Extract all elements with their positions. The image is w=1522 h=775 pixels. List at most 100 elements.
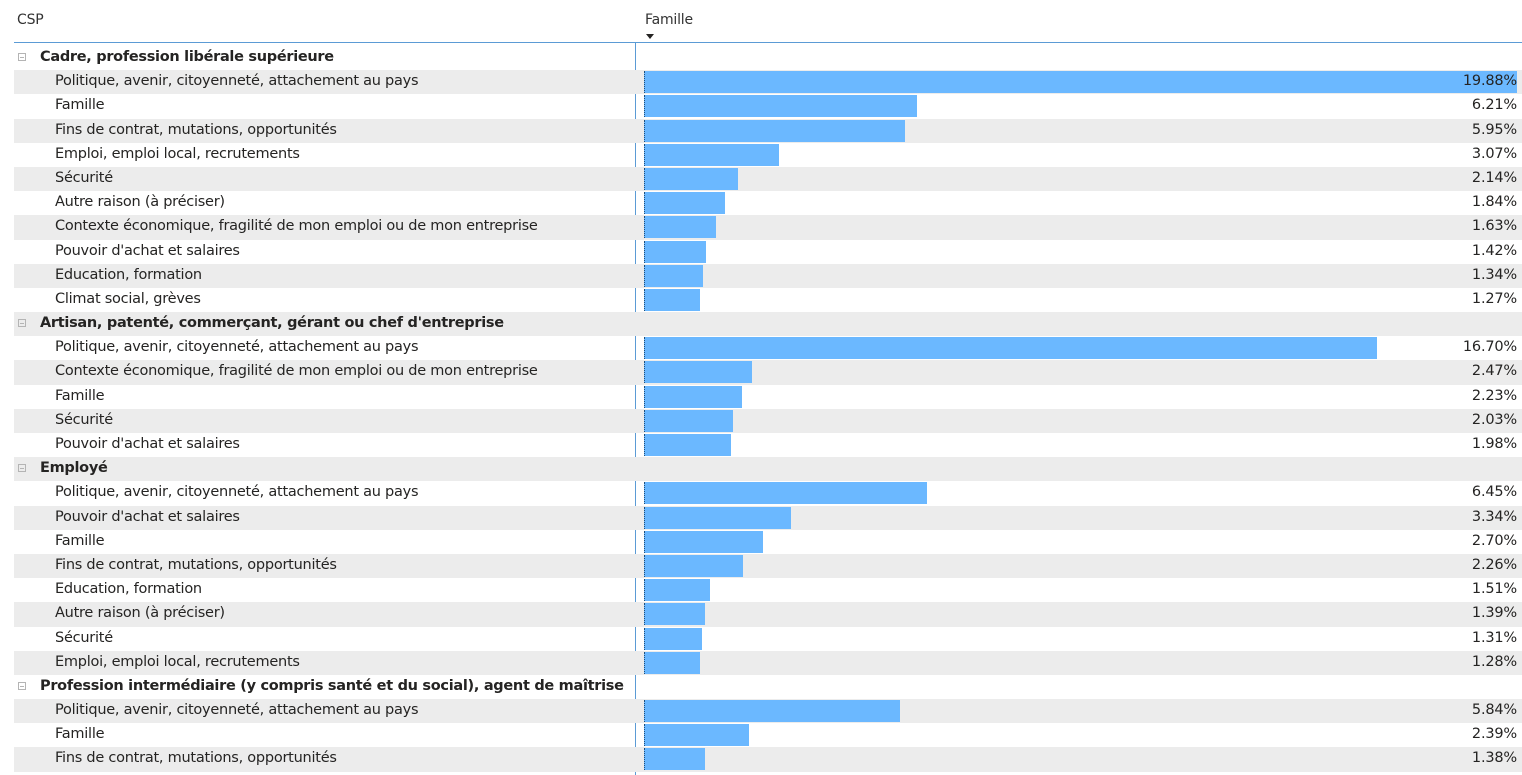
data-bar xyxy=(644,264,703,287)
row-label: Politique, avenir, citoyenneté, attachem… xyxy=(55,73,419,90)
row-value: 2.47% xyxy=(1471,363,1517,380)
table-row[interactable]: Sécurité 2.03% xyxy=(14,408,1522,433)
row-value: 19.88% xyxy=(1462,73,1517,90)
group-label: Employé xyxy=(40,460,108,477)
matrix-body: Cadre, profession libérale supérieure Pol… xyxy=(14,46,1522,772)
row-value: 1.31% xyxy=(1471,629,1517,646)
group-row[interactable]: Employé xyxy=(14,457,1522,482)
table-row[interactable]: Pouvoir d'achat et salaires 3.34% xyxy=(14,505,1522,530)
row-label: Famille xyxy=(55,532,105,549)
collapse-icon[interactable] xyxy=(18,681,26,690)
table-row[interactable]: Politique, avenir, citoyenneté, attachem… xyxy=(14,336,1522,360)
data-bar xyxy=(644,71,1517,94)
data-bar xyxy=(644,167,738,190)
collapse-icon[interactable] xyxy=(18,53,26,61)
data-bar xyxy=(644,651,701,674)
table-row[interactable]: Sécurité 2.14% xyxy=(14,166,1522,192)
row-value: 16.70% xyxy=(1462,339,1517,356)
sort-descending-icon[interactable] xyxy=(646,34,654,39)
table-row[interactable]: Emploi, emploi local, recrutements 1.28% xyxy=(14,650,1522,675)
collapse-icon[interactable] xyxy=(18,464,26,473)
row-value: 1.98% xyxy=(1471,436,1517,452)
group-label: Artisan, patenté, commerçant, gérant ou … xyxy=(40,315,504,332)
row-value: 1.38% xyxy=(1471,750,1517,767)
table-row[interactable]: Famille 6.21% xyxy=(14,94,1522,118)
table-row[interactable]: Famille 2.70% xyxy=(14,530,1522,554)
data-bar xyxy=(644,409,734,432)
table-row[interactable]: Famille 2.23% xyxy=(14,385,1522,409)
row-label: Sécurité xyxy=(55,629,113,646)
table-row[interactable]: Autre raison (à préciser) 1.84% xyxy=(14,191,1522,215)
column-divider xyxy=(635,42,636,775)
table-row[interactable]: Pouvoir d'achat et salaires 1.42% xyxy=(14,240,1522,264)
table-row[interactable]: Politique, avenir, citoyenneté, attachem… xyxy=(14,699,1522,724)
row-value: 5.95% xyxy=(1471,121,1517,138)
row-label: Autre raison (à préciser) xyxy=(55,194,225,211)
row-value: 2.14% xyxy=(1471,169,1517,186)
table-row[interactable]: Education, formation 1.34% xyxy=(14,263,1522,288)
data-bar xyxy=(644,554,744,577)
row-value: 6.21% xyxy=(1471,97,1517,114)
table-row[interactable]: Education, formation 1.51% xyxy=(14,578,1522,602)
row-label: Politique, avenir, citoyenneté, attachem… xyxy=(55,339,419,356)
row-value: 5.84% xyxy=(1471,702,1517,719)
collapse-icon[interactable] xyxy=(18,319,26,328)
row-label: Pouvoir d'achat et salaires xyxy=(55,436,240,452)
data-bar xyxy=(644,434,731,456)
group-row[interactable]: Cadre, profession libérale supérieure xyxy=(14,46,1522,70)
table-row[interactable]: Politique, avenir, citoyenneté, attachem… xyxy=(14,481,1522,505)
row-label: Emploi, emploi local, recrutements xyxy=(55,653,300,670)
data-bar xyxy=(644,700,901,723)
data-bar xyxy=(644,579,711,602)
data-bar xyxy=(644,530,763,553)
column-header-csp[interactable]: CSP xyxy=(17,12,44,28)
table-row[interactable]: Famille 2.39% xyxy=(14,723,1522,747)
row-label: Pouvoir d'achat et salaires xyxy=(55,242,240,259)
data-bar xyxy=(644,240,707,263)
row-value: 2.03% xyxy=(1471,411,1517,428)
data-bar xyxy=(644,724,749,747)
data-bar xyxy=(644,337,1378,360)
row-value: 1.84% xyxy=(1471,194,1517,211)
row-label: Politique, avenir, citoyenneté, attachem… xyxy=(55,484,419,501)
table-row[interactable]: Sécurité 1.31% xyxy=(14,627,1522,651)
row-value: 1.63% xyxy=(1471,218,1517,235)
table-row[interactable]: Pouvoir d'achat et salaires 1.98% xyxy=(14,433,1522,457)
data-bar xyxy=(644,385,742,408)
row-value: 1.51% xyxy=(1471,581,1517,598)
row-value: 1.39% xyxy=(1471,605,1517,622)
table-row[interactable]: Fins de contrat, mutations, opportunités… xyxy=(14,747,1522,772)
table-row[interactable]: Fins de contrat, mutations, opportunités… xyxy=(14,118,1522,143)
row-label: Contexte économique, fragilité de mon em… xyxy=(55,363,538,380)
row-value: 3.34% xyxy=(1471,508,1517,525)
row-value: 2.39% xyxy=(1471,726,1517,743)
row-value: 1.28% xyxy=(1471,653,1517,670)
data-bar xyxy=(644,288,700,311)
row-value: 1.34% xyxy=(1471,266,1517,283)
row-value: 1.42% xyxy=(1471,242,1517,259)
group-row[interactable]: Artisan, patenté, commerçant, gérant ou … xyxy=(14,312,1522,337)
table-row[interactable]: Autre raison (à préciser) 1.39% xyxy=(14,602,1522,627)
row-label: Sécurité xyxy=(55,169,113,186)
table-row[interactable]: Politique, avenir, citoyenneté, attachem… xyxy=(14,70,1522,95)
table-row[interactable]: Climat social, grèves 1.27% xyxy=(14,288,1522,312)
group-label: Cadre, profession libérale supérieure xyxy=(40,49,334,65)
data-bar xyxy=(644,119,906,142)
header-divider xyxy=(14,42,1522,43)
row-value: 2.70% xyxy=(1471,532,1517,549)
row-label: Autre raison (à préciser) xyxy=(55,605,225,622)
row-label: Climat social, grèves xyxy=(55,290,201,307)
row-label: Emploi, emploi local, recrutements xyxy=(55,145,300,162)
table-row[interactable]: Emploi, emploi local, recrutements 3.07% xyxy=(14,143,1522,167)
column-header-famille[interactable]: Famille xyxy=(645,12,693,28)
table-row[interactable]: Contexte économique, fragilité de mon em… xyxy=(14,360,1522,385)
row-label: Fins de contrat, mutations, opportunités xyxy=(55,121,337,138)
data-bar xyxy=(644,748,705,771)
row-value: 3.07% xyxy=(1471,145,1517,162)
data-bar xyxy=(644,603,706,626)
group-row[interactable]: Profession intermédiaire (y compris sant… xyxy=(14,675,1522,699)
table-row[interactable]: Fins de contrat, mutations, opportunités… xyxy=(14,553,1522,579)
data-bar xyxy=(644,361,753,384)
row-value: 1.27% xyxy=(1471,290,1517,307)
table-row[interactable]: Contexte économique, fragilité de mon em… xyxy=(14,215,1522,240)
